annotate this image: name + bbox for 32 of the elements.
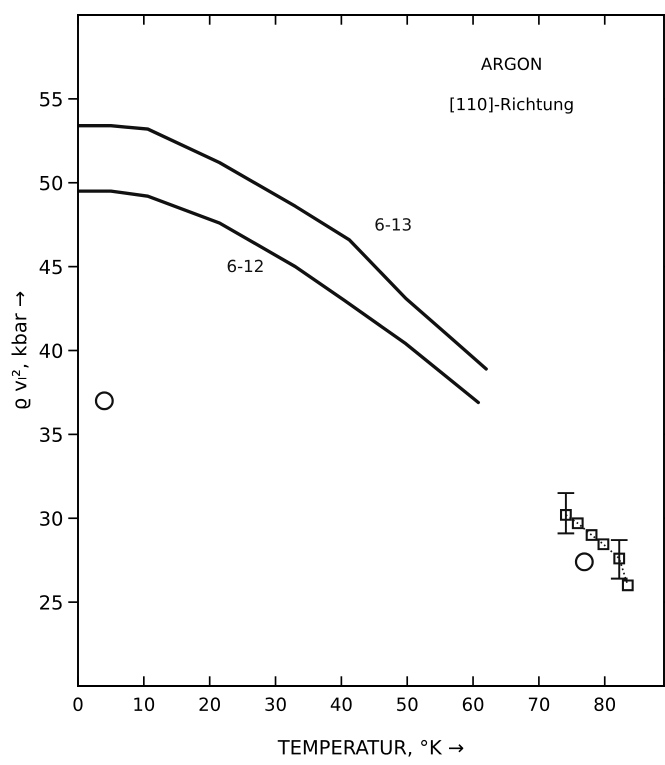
point xyxy=(574,552,594,572)
point xyxy=(598,538,610,550)
y-tick-label: 55 xyxy=(40,92,62,107)
line-series xyxy=(78,124,488,371)
y-tick-label: 40 xyxy=(40,343,62,358)
annotation: ARGON xyxy=(481,58,541,70)
x-tick-label: 40 xyxy=(330,697,352,712)
x-tick-label: 20 xyxy=(200,697,220,712)
point xyxy=(613,552,626,564)
series-label: 6-12 xyxy=(228,260,263,272)
point xyxy=(94,391,114,410)
point xyxy=(586,529,598,541)
x-tick-label: 50 xyxy=(397,697,418,712)
line-series xyxy=(78,189,480,404)
x-tick-label: 60 xyxy=(462,697,484,712)
y-tick-label: 35 xyxy=(40,427,62,442)
x-tick-label: 10 xyxy=(134,697,154,712)
y-tick-label: 30 xyxy=(40,511,62,526)
y-tick-label: 25 xyxy=(40,595,62,610)
x-tick-label: 30 xyxy=(265,697,286,712)
point xyxy=(572,517,584,530)
y-axis-title: ϱ vₗ², kbar → xyxy=(12,292,30,408)
x-tick-label: 0 xyxy=(73,697,83,712)
x-axis-title: TEMPERATUR, °K → xyxy=(278,740,464,757)
y-tick-label: 45 xyxy=(40,260,62,274)
point xyxy=(622,579,634,592)
series-label: 6-13 xyxy=(375,218,411,231)
annotation: [110]-Richtung xyxy=(450,98,573,114)
point xyxy=(560,508,572,521)
x-tick-label: 70 xyxy=(528,697,550,712)
y-tick-label: 50 xyxy=(40,176,62,190)
x-tick-label: 80 xyxy=(594,697,616,712)
